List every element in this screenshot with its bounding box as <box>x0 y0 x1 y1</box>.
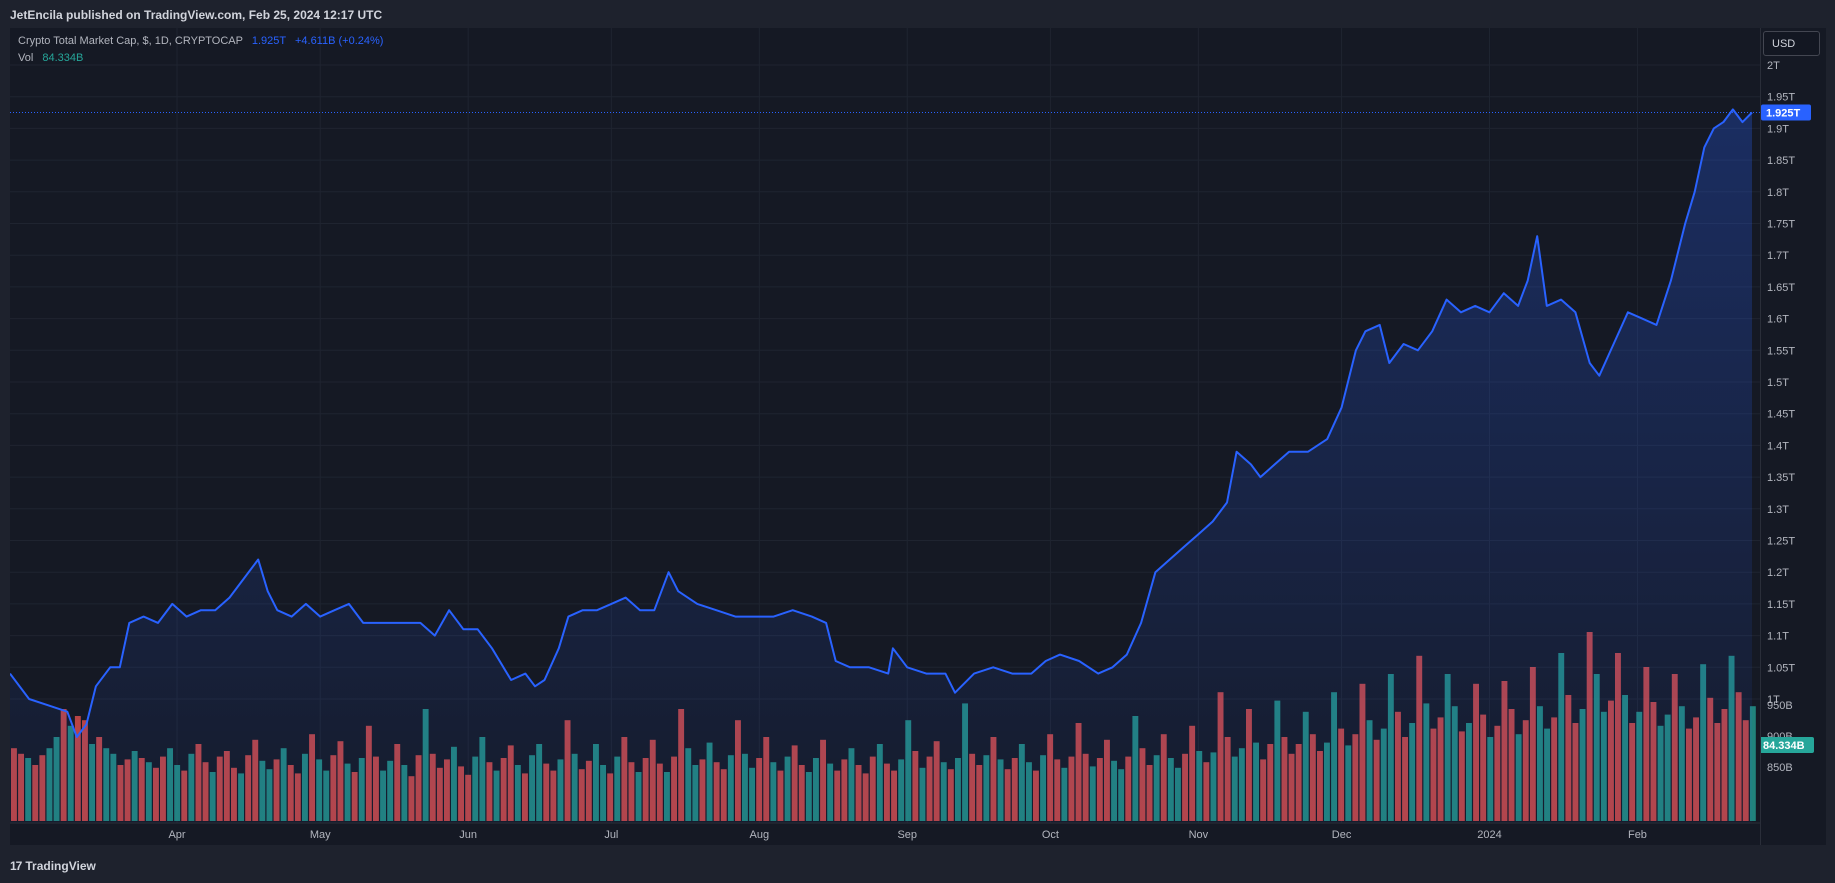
y-tick-label: 1.25T <box>1767 536 1795 548</box>
publish-header: JetEncila published on TradingView.com, … <box>0 0 1835 28</box>
volume-legend[interactable]: Vol 84.334B <box>18 52 83 64</box>
y-tick-label: 1.65T <box>1767 282 1795 294</box>
x-tick-label: 2024 <box>1477 829 1501 841</box>
y-tick-label: 1.35T <box>1767 472 1795 484</box>
x-tick-label: Sep <box>897 829 917 841</box>
x-tick-label: Apr <box>168 829 185 841</box>
legend-change: +4.611B (+0.24%) <box>294 35 384 47</box>
x-tick-label: Oct <box>1042 829 1059 841</box>
y-tick-label: 1.7T <box>1767 250 1789 262</box>
x-tick-label: Feb <box>1628 829 1647 841</box>
price-axis[interactable]: 2T 1.95T 1.9T 1.85T 1.8T 1.75T 1.7T 1.65T 1.6T 1.… <box>1760 28 1826 845</box>
price-badge-text: 1.925T <box>1766 108 1801 120</box>
y-tick-label: 1.3T <box>1767 504 1789 516</box>
y-tick-label: 1.45T <box>1767 409 1795 421</box>
volume-bar <box>1749 706 1756 821</box>
price-series-line <box>10 108 1753 738</box>
y-tick-label: 1.1T <box>1767 631 1789 643</box>
x-tick-label: Nov <box>1189 829 1209 841</box>
y-tick-label: 1T <box>1767 694 1780 706</box>
footer: 17 TradingView <box>0 845 1835 883</box>
currency-button[interactable]: USD <box>1763 31 1820 56</box>
x-tick-label: Aug <box>750 829 770 841</box>
x-tick-label: Jun <box>459 829 477 841</box>
y-tick-label: 1.95T <box>1767 92 1795 104</box>
volume-label[interactable]: Vol <box>18 52 34 64</box>
x-tick-label: May <box>310 829 331 841</box>
volume-badge-text: 84.334B <box>1763 740 1805 752</box>
y-tick-label: 1.5T <box>1767 377 1789 389</box>
volume-badge <box>1761 737 1814 753</box>
tradingview-logo-icon: 17 <box>10 859 22 873</box>
volume-tick-label: 850B <box>1767 762 1793 774</box>
y-tick-label: 1.6T <box>1767 314 1789 326</box>
y-tick-label: 1.9T <box>1767 123 1789 135</box>
tradingview-logo-text: TradingView <box>25 859 96 873</box>
y-tick-label: 1.55T <box>1767 345 1795 357</box>
symbol-title[interactable]: Crypto Total Market Cap, $, 1D, CRYPTOCA… <box>18 35 243 47</box>
chart-pane[interactable]: Apr May Jun Jul Aug Sep Oct Nov Dec 2024 Feb <box>10 28 1760 845</box>
volume-tick-label: 950B <box>1767 700 1793 712</box>
y-tick-label: 1.85T <box>1767 155 1795 167</box>
price-area <box>10 109 1752 823</box>
y-tick-label: 1.75T <box>1767 219 1795 231</box>
price-axis-svg: 2T 1.95T 1.9T 1.85T 1.8T 1.75T 1.7T 1.65T 1.6T 1.… <box>1761 60 1814 774</box>
x-tick-label: Jul <box>604 829 618 841</box>
publish-info: JetEncila published on TradingView.com, … <box>10 8 383 22</box>
x-tick-label: Dec <box>1332 829 1352 841</box>
price-chart[interactable]: Apr May Jun Jul Aug Sep Oct Nov Dec 2024 Feb <box>10 28 1760 845</box>
y-tick-label: 1.4T <box>1767 440 1789 452</box>
y-tick-label: 1.8T <box>1767 187 1789 199</box>
legend-last-value: 1.925T <box>251 35 286 47</box>
volume-legend-value: 84.334B <box>42 52 84 64</box>
y-tick-label: 1.2T <box>1767 567 1789 579</box>
price-badge <box>1761 104 1811 121</box>
y-tick-label: 1.05T <box>1767 662 1795 674</box>
symbol-legend[interactable]: Crypto Total Market Cap, $, 1D, CRYPTOCA… <box>18 35 383 47</box>
tradingview-logo[interactable]: 17 TradingView <box>10 859 96 873</box>
y-tick-label: 2T <box>1767 60 1780 72</box>
y-tick-label: 1.15T <box>1767 599 1795 611</box>
